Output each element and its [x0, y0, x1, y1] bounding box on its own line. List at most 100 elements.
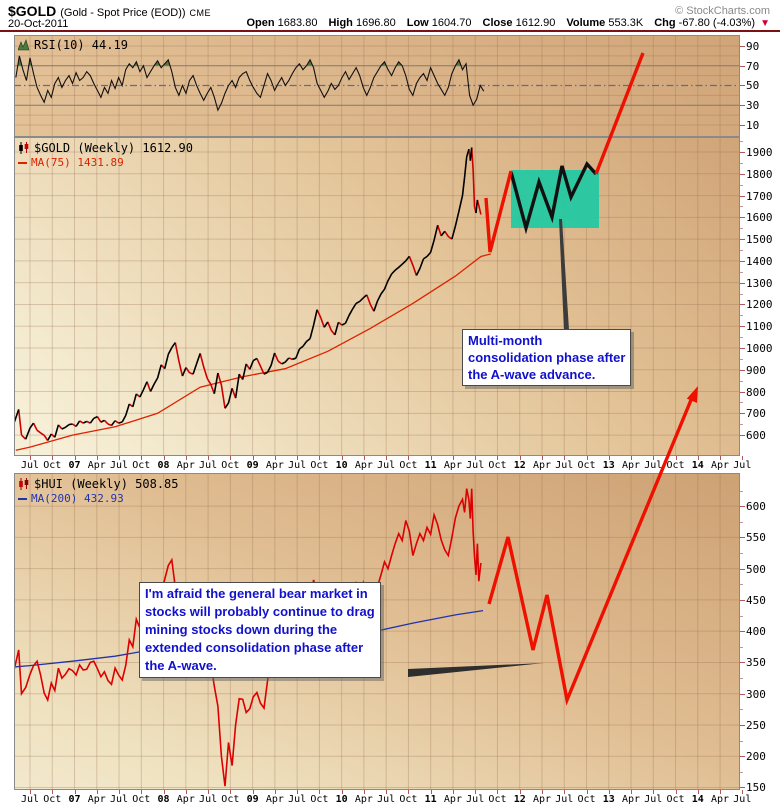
y-axis-tick [740, 173, 745, 175]
y-axis-label: 550 [746, 531, 766, 545]
y-axis-label: 10 [746, 118, 760, 132]
y-axis-tick [740, 326, 745, 328]
y-axis-minor-tick [740, 615, 743, 617]
y-axis-minor-tick [740, 184, 743, 186]
x-axis-label: Apr [176, 794, 195, 805]
x-axis-tick [230, 790, 232, 794]
y-axis-label: 600 [746, 429, 766, 443]
x-axis-tick [74, 790, 76, 794]
y-axis-tick [740, 195, 745, 197]
gold-ma-legend-label: MA(75) 1431.89 [31, 156, 124, 169]
x-axis-label: 13 [602, 794, 615, 805]
note-line: stocks will probably continue to drag [145, 604, 375, 619]
x-axis-tick [452, 456, 454, 460]
x-axis-tick [720, 790, 722, 794]
y-axis-label: 350 [746, 656, 766, 670]
y-axis-minor-tick [740, 250, 743, 251]
hui-ma-legend-label: MA(200) 432.93 [31, 492, 124, 505]
y-axis-tick [740, 724, 745, 726]
x-axis-label: Apr [532, 460, 551, 471]
x-axis-label: Jul [20, 460, 40, 471]
x-axis-label: Apr [711, 460, 730, 471]
x-axis-label: Jul [555, 460, 574, 471]
y-axis-minor-tick [740, 206, 743, 208]
rsi-line [15, 55, 485, 112]
x-axis-tick [430, 790, 432, 794]
x-axis-tick [252, 790, 254, 794]
y-axis-label: 1400 [746, 254, 773, 268]
note-line: the A-wave. [145, 658, 217, 673]
rsi-legend-label: RSI(10) 44.19 [34, 38, 128, 52]
x-axis-tick [274, 456, 276, 460]
ma200-swatch [18, 497, 27, 500]
x-axis-label: 14 [691, 460, 704, 471]
x-axis-tick [208, 790, 210, 794]
down-triangle-icon: ▼ [760, 17, 770, 29]
x-axis-tick [586, 456, 588, 460]
consolidation-note: Multi-month consolidation phase after the … [462, 329, 632, 386]
y-axis-label: 800 [746, 385, 766, 399]
rsi-plot [14, 35, 740, 137]
x-axis-label: Apr [87, 794, 106, 805]
x-axis-label: Apr [621, 794, 641, 805]
ohlc-quote-row: Open 1683.80 High 1696.80 Low 1604.70 Cl… [246, 17, 770, 29]
y-axis-tick [740, 631, 745, 633]
y-axis-minor-tick [740, 380, 743, 382]
y-axis-minor-tick [740, 646, 743, 648]
x-axis-tick [119, 790, 121, 794]
x-axis-label: 08 [157, 794, 170, 805]
x-axis-label: Oct [488, 794, 507, 805]
x-axis-label: Oct [310, 794, 329, 805]
note-line: extended consolidation phase after [145, 640, 364, 655]
y-axis-label: 30 [746, 99, 760, 113]
gold-legend-label: $GOLD (Weekly) 1612.90 [34, 141, 193, 155]
y-axis-label: 1200 [746, 298, 773, 312]
x-axis-label: Oct [666, 794, 685, 805]
x-axis-label: Oct [666, 460, 685, 471]
x-axis-label: Oct [577, 460, 596, 471]
x-axis-tick [297, 790, 299, 794]
y-axis-tick [740, 391, 745, 393]
y-axis-label: 1700 [746, 189, 773, 203]
x-axis-tick [519, 456, 521, 460]
x-axis-tick [319, 456, 321, 460]
y-axis-minor-tick [740, 315, 743, 317]
y-axis-label: 1800 [746, 167, 773, 181]
x-axis-tick [341, 456, 343, 460]
y-axis-label: 900 [746, 363, 766, 377]
x-axis-tick [742, 456, 744, 460]
x-axis-label: Jul [644, 794, 663, 805]
x-axis-label: 12 [513, 794, 526, 805]
x-axis-tick [363, 790, 365, 794]
x-axis-tick [631, 790, 633, 794]
y-axis-tick [740, 260, 745, 262]
panel-border [14, 473, 740, 790]
y-axis-tick [740, 787, 745, 789]
exchange-label: CME [189, 8, 212, 18]
panel-border [14, 137, 740, 456]
y-axis-label: 1600 [746, 211, 773, 225]
x-axis-label: Apr [443, 460, 462, 471]
close-quote: Close 1612.90 [482, 17, 556, 29]
x-axis-label: Oct [43, 460, 62, 471]
y-axis-tick [740, 369, 745, 371]
x-axis-label: Apr [532, 794, 551, 805]
y-axis-tick [740, 239, 745, 241]
x-axis-tick [608, 790, 610, 794]
y-axis-tick [740, 282, 745, 284]
gold-plot [14, 137, 740, 456]
y-axis-minor-tick [740, 162, 743, 164]
x-axis-tick [653, 456, 655, 460]
x-axis-label: Jul [377, 794, 396, 805]
x-axis-label: Jul [110, 460, 129, 471]
x-axis-label: Jul [644, 460, 663, 471]
x-axis-tick [742, 790, 744, 794]
x-axis-tick [30, 456, 31, 460]
y-axis-minor-tick [740, 271, 743, 273]
x-axis-tick [52, 790, 54, 794]
y-axis-label: 90 [746, 39, 760, 53]
y-axis-tick [740, 152, 745, 154]
x-axis-tick [52, 456, 54, 460]
y-axis-tick [740, 435, 745, 437]
x-axis-label: Apr [176, 460, 195, 471]
